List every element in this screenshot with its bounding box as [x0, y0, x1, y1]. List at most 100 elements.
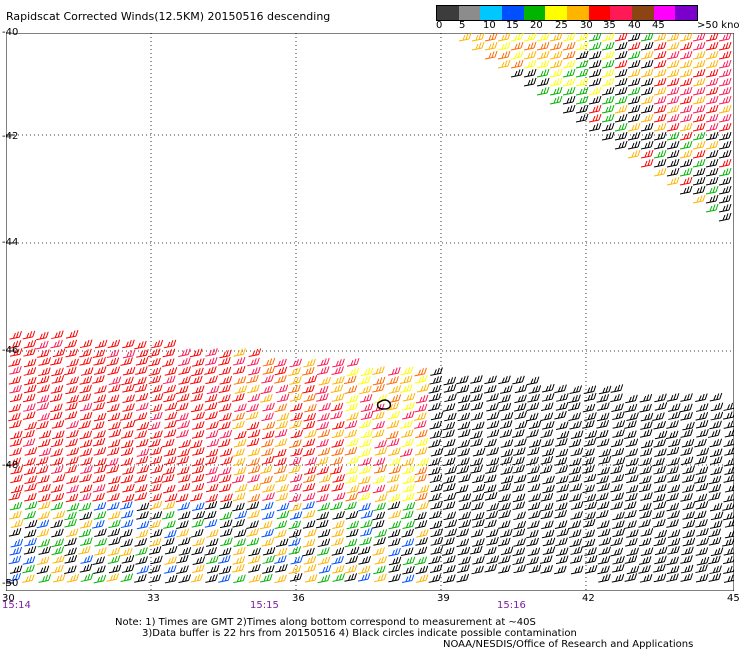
wind-barb [37, 474, 50, 484]
wind-barb [134, 430, 147, 439]
wind-barb [135, 455, 149, 465]
wind-barb [289, 420, 302, 429]
wind-barb [705, 113, 719, 123]
wind-barb [723, 565, 734, 574]
wind-barb [610, 537, 624, 547]
wind-barb [526, 429, 539, 438]
wind-barb [302, 420, 316, 430]
wind-barb [666, 176, 680, 186]
wind-barb [66, 447, 80, 457]
colorbar-label: 5 [459, 20, 466, 31]
wind-barb [330, 465, 343, 475]
wind-barb [486, 457, 500, 467]
wind-barb [601, 104, 615, 114]
wind-barb [624, 466, 638, 476]
wind-barb [512, 547, 526, 557]
wind-barb [718, 33, 732, 42]
wind-barb [442, 403, 456, 412]
wind-barb [66, 429, 79, 439]
wind-barb [708, 555, 721, 565]
wind-barb [536, 50, 550, 60]
wind-barb [514, 384, 528, 394]
wind-barb [358, 475, 371, 485]
colorbar-swatch [458, 6, 481, 20]
wind-barb [584, 547, 597, 556]
wind-barb [523, 41, 537, 51]
wind-barb [190, 528, 204, 538]
wind-barb [8, 403, 22, 413]
wind-barb [485, 528, 499, 538]
wind-barb [261, 528, 274, 538]
wind-barb [106, 394, 120, 404]
wind-barb [204, 366, 217, 375]
wind-barb [486, 429, 500, 438]
wind-barb [692, 131, 706, 141]
wind-barb [331, 439, 344, 448]
wind-barb [178, 366, 191, 375]
wind-barb [247, 457, 260, 467]
wind-barb [401, 574, 415, 583]
wind-barb [38, 500, 51, 510]
wind-barb [654, 484, 667, 493]
wind-barb [667, 529, 681, 538]
wind-barb [666, 158, 680, 168]
wind-barb [540, 492, 554, 502]
wind-barb [497, 33, 511, 42]
wind-barb [37, 412, 51, 422]
colorbar-units: >50 knots [697, 20, 740, 31]
wind-barb [692, 185, 706, 195]
wind-barb [718, 203, 732, 213]
wind-barb [695, 547, 709, 556]
wind-barb [38, 357, 51, 366]
wind-barb [523, 33, 537, 42]
wind-barb [695, 411, 709, 421]
wind-barb [554, 565, 567, 575]
map-frame [6, 33, 734, 591]
wind-barb [330, 402, 344, 412]
wind-barb [486, 420, 500, 429]
wind-barb [601, 50, 615, 60]
wind-barb [149, 500, 163, 510]
wind-barb [276, 393, 290, 403]
wind-barb [218, 394, 231, 403]
wind-barb [526, 456, 539, 466]
wind-barb [696, 528, 709, 537]
wind-barb [66, 420, 79, 429]
wind-barb [583, 511, 596, 521]
wind-barb [108, 429, 122, 438]
wind-barb [150, 430, 163, 439]
wind-barb [527, 547, 541, 557]
wind-barb [332, 510, 345, 520]
wind-barb [66, 475, 79, 484]
wind-barb [414, 367, 427, 377]
wind-barb [402, 483, 415, 493]
wind-barb [164, 411, 178, 421]
wind-barb [206, 385, 220, 395]
colorbar-label: 10 [483, 20, 496, 31]
wind-barb [568, 394, 581, 404]
wind-barb [484, 519, 497, 529]
wind-barb [388, 556, 402, 566]
wind-barb [653, 518, 666, 528]
wind-barb [163, 429, 177, 438]
wind-barb [372, 411, 385, 420]
wind-barb [705, 95, 719, 105]
wind-barb [176, 429, 189, 439]
wind-barb [52, 554, 65, 564]
wind-barb [497, 537, 511, 547]
wind-barb [639, 393, 653, 403]
wind-barb [332, 421, 345, 430]
wind-barb [330, 384, 344, 393]
wind-barb [627, 113, 641, 123]
wind-barb [709, 392, 723, 402]
wind-barb [136, 402, 149, 412]
wind-barb [120, 538, 133, 548]
lon-label: 45 [727, 593, 740, 604]
wind-barb [584, 412, 597, 421]
wind-barb [528, 420, 542, 430]
wind-barb [23, 367, 37, 376]
wind-barb [164, 574, 178, 584]
wind-barb [513, 564, 526, 574]
wind-barb [261, 438, 274, 448]
wind-barb [540, 455, 554, 465]
